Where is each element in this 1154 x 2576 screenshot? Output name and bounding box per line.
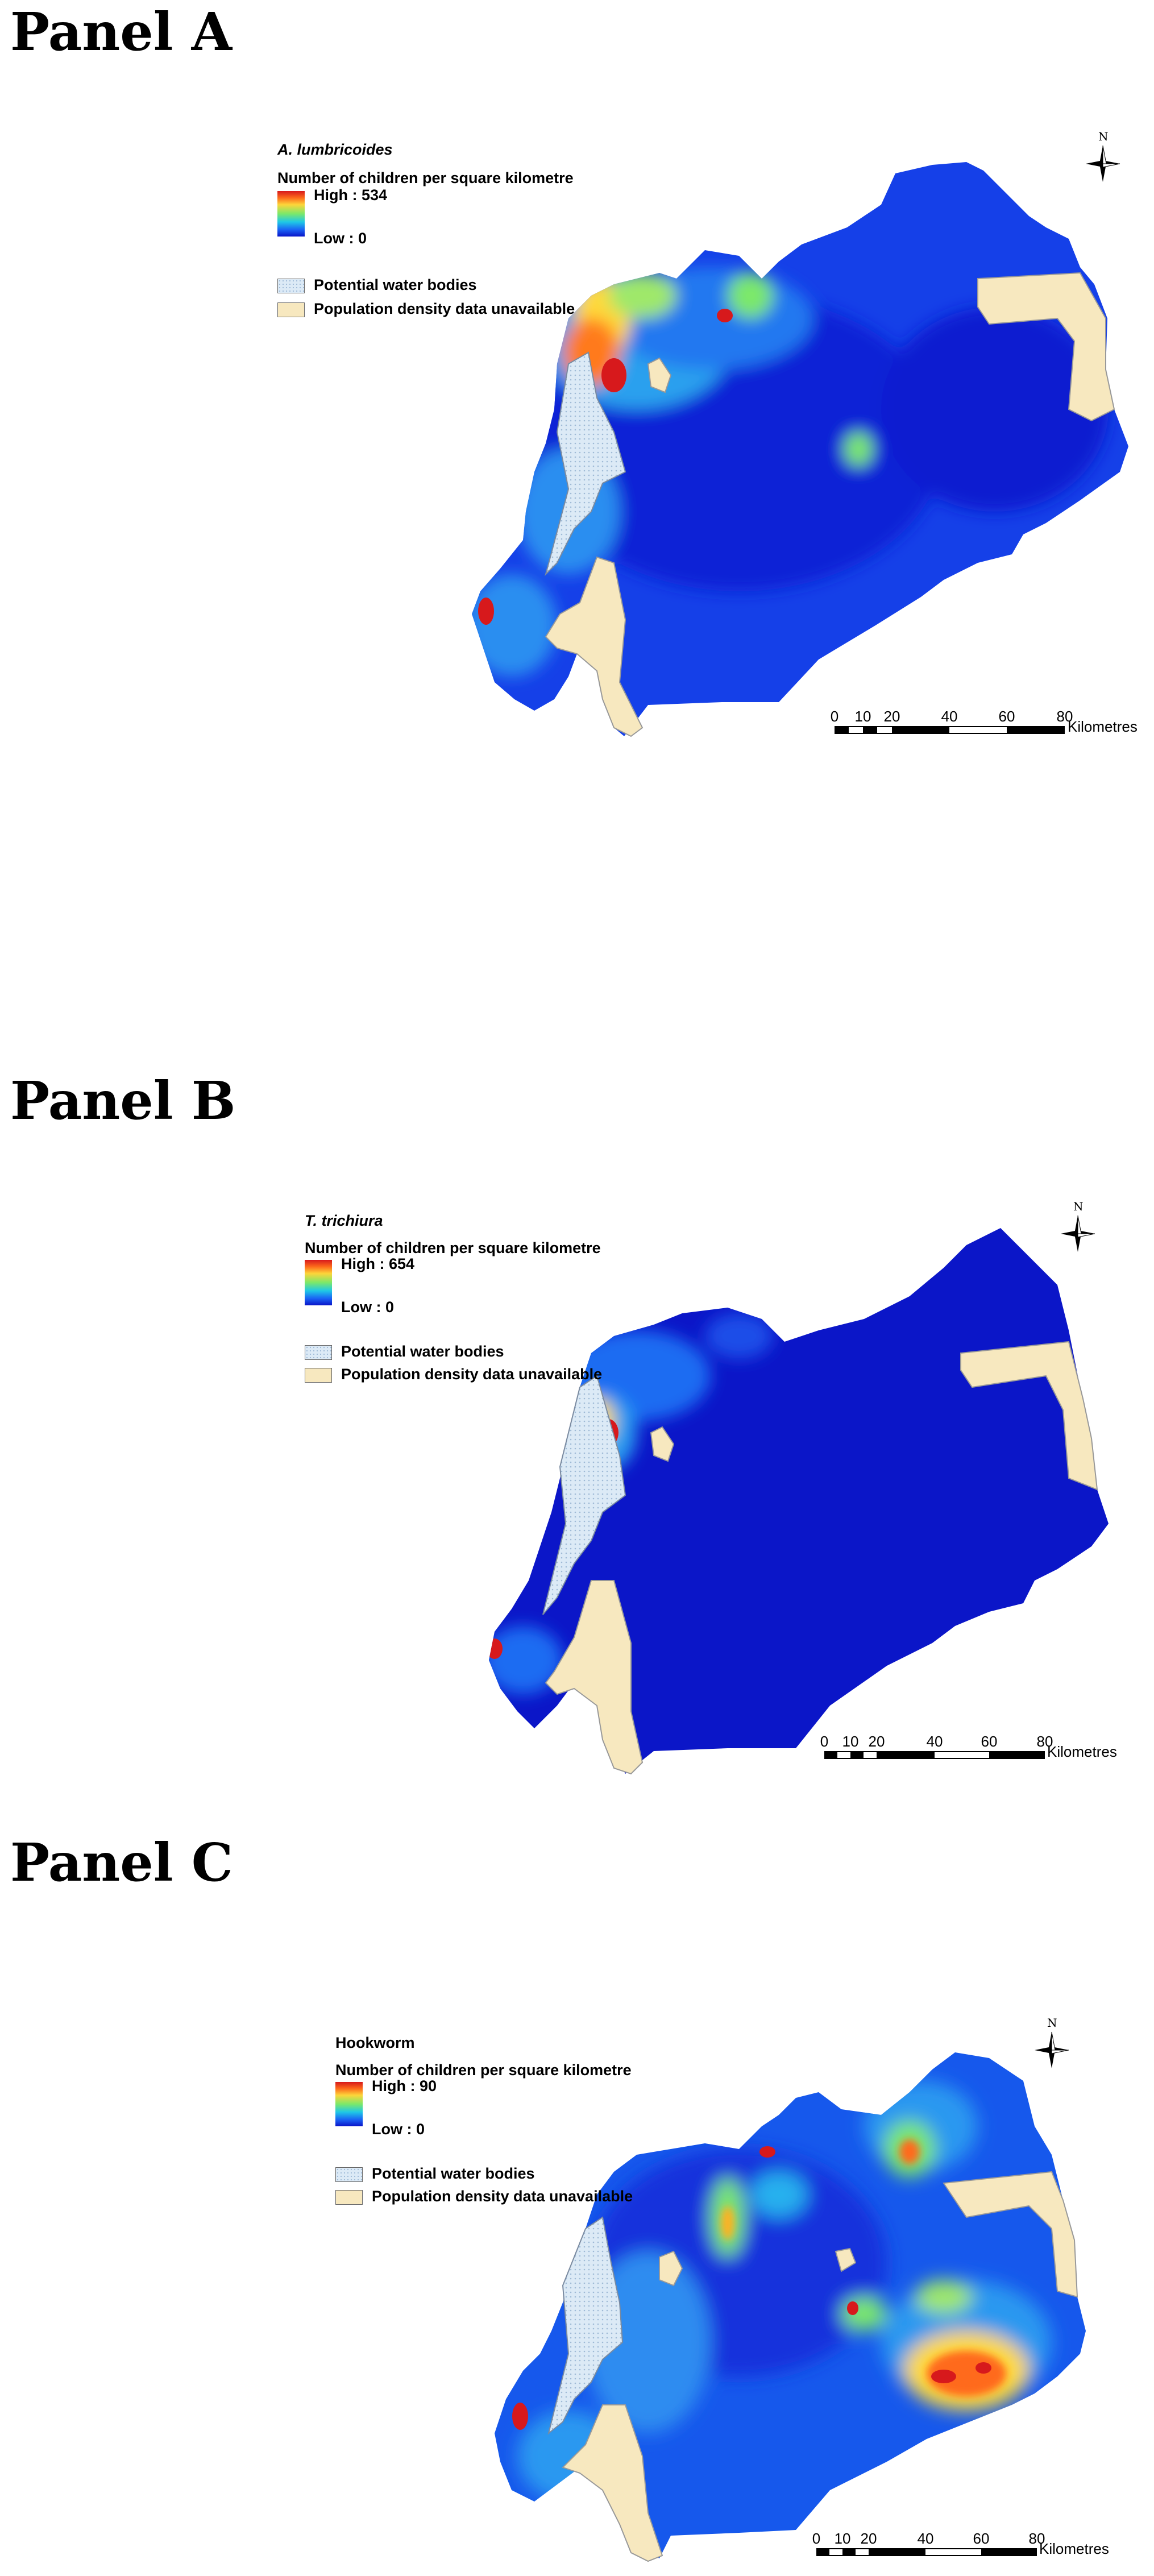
legend-low-label: Low : 0	[314, 230, 367, 247]
unavailable-swatch	[305, 1368, 332, 1383]
legend-title: Number of children per square kilometre	[305, 1239, 601, 1256]
panel-a: Panel A	[0, 0, 1154, 853]
lake-kivu	[547, 2216, 624, 2435]
panel-c-legend: Hookworm Number of children per square k…	[335, 2034, 733, 2216]
legend-species: T. trichiura	[305, 1212, 383, 1229]
legend-water-label: Potential water bodies	[372, 2165, 535, 2182]
legend-low-label: Low : 0	[372, 2121, 425, 2138]
panel-b-scale-bar: 0 10 20 40 60 80 Kilometres	[820, 1733, 1117, 1760]
panel-c: Panel C	[0, 1831, 1154, 2576]
panel-b-legend: T. trichiura Number of children per squa…	[305, 1212, 703, 1388]
water-swatch	[305, 1345, 332, 1360]
unavailable-swatch	[277, 302, 305, 317]
panel-c-heading: Panel C	[10, 1832, 233, 1893]
north-arrow-icon: N	[1049, 1200, 1106, 1262]
panel-b-heading: Panel B	[10, 1070, 236, 1131]
legend-high-label: High : 534	[314, 186, 388, 204]
legend-unavailable-label: Population density data unavailable	[314, 300, 575, 317]
north-arrow-icon: N	[1074, 130, 1131, 192]
lake-kivu	[542, 1375, 626, 1615]
density-color-ramp	[277, 191, 305, 237]
panel-a-legend: A. lumbricoides Number of children per s…	[277, 141, 675, 334]
legend-unavailable-label: Population density data unavailable	[341, 1366, 603, 1383]
legend-title: Number of children per square kilometre	[335, 2061, 632, 2079]
panel-a-scale-bar: 0 10 20 40 60 80 Kilometres	[830, 708, 1138, 735]
panel-c-scale-bar: 0 10 20 40 60 80 Kilometres	[812, 2530, 1109, 2557]
density-color-ramp	[305, 1260, 332, 1305]
legend-water-label: Potential water bodies	[314, 276, 477, 293]
lake-kivu	[545, 351, 626, 576]
water-swatch	[335, 2167, 363, 2182]
panel-b: Panel B T. trichiura Number of children …	[0, 1069, 1154, 1808]
panel-c-map	[495, 2052, 1086, 2562]
legend-low-label: Low : 0	[341, 1299, 394, 1316]
unavailable-swatch	[335, 2190, 363, 2205]
legend-unavailable-label: Population density data unavailable	[372, 2188, 633, 2205]
panel-b-map	[489, 1228, 1109, 1775]
legend-high-label: High : 90	[372, 2077, 437, 2094]
legend-water-label: Potential water bodies	[341, 1343, 504, 1360]
panel-a-map	[472, 162, 1128, 737]
legend-title: Number of children per square kilometre	[277, 169, 574, 186]
legend-species: A. lumbricoides	[277, 141, 393, 158]
water-swatch	[277, 279, 305, 293]
density-color-ramp	[335, 2082, 363, 2126]
panel-a-heading: Panel A	[10, 1, 233, 63]
legend-species: Hookworm	[335, 2034, 415, 2051]
north-arrow-icon: N	[1023, 2016, 1080, 2079]
legend-high-label: High : 654	[341, 1255, 415, 1272]
